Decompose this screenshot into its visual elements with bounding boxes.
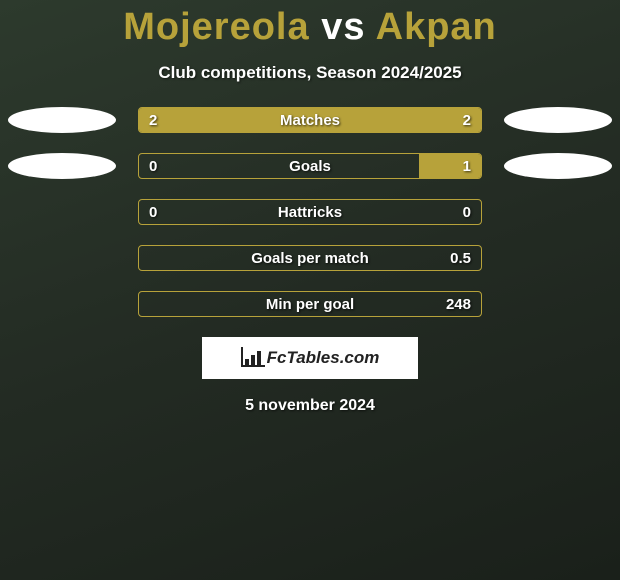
stat-row: 248Min per goal xyxy=(138,291,482,317)
stat-bar: 248Min per goal xyxy=(138,291,482,317)
brand-logo: FcTables.com xyxy=(202,337,418,379)
stat-bar: 22Matches xyxy=(138,107,482,133)
comparison-title: Mojereola vs Akpan xyxy=(0,0,620,49)
stat-label: Min per goal xyxy=(139,292,481,317)
stat-label: Goals xyxy=(139,154,481,179)
team-badge-right xyxy=(504,107,612,133)
stats-container: 22Matches 01Goals 00Hattricks 0.5Goals per … xyxy=(70,107,550,317)
stat-bar: 00Hattricks xyxy=(138,199,482,225)
player1-name: Mojereola xyxy=(123,6,309,48)
stat-label: Hattricks xyxy=(139,200,481,225)
team-badge-left xyxy=(8,107,116,133)
stat-row: 01Goals xyxy=(138,153,482,179)
subtitle: Club competitions, Season 2024/2025 xyxy=(0,63,620,83)
stat-row: 00Hattricks xyxy=(138,199,482,225)
team-badge-right xyxy=(504,153,612,179)
snapshot-date: 5 november 2024 xyxy=(0,397,620,415)
chart-icon xyxy=(241,349,263,367)
stat-row: 22Matches xyxy=(138,107,482,133)
stat-label: Matches xyxy=(139,108,481,133)
stat-label: Goals per match xyxy=(139,246,481,271)
player2-name: Akpan xyxy=(376,6,497,48)
stat-bar: 01Goals xyxy=(138,153,482,179)
team-badge-left xyxy=(8,153,116,179)
stat-bar: 0.5Goals per match xyxy=(138,245,482,271)
stat-row: 0.5Goals per match xyxy=(138,245,482,271)
brand-text: FcTables.com xyxy=(267,348,380,368)
title-vs: vs xyxy=(321,6,365,48)
